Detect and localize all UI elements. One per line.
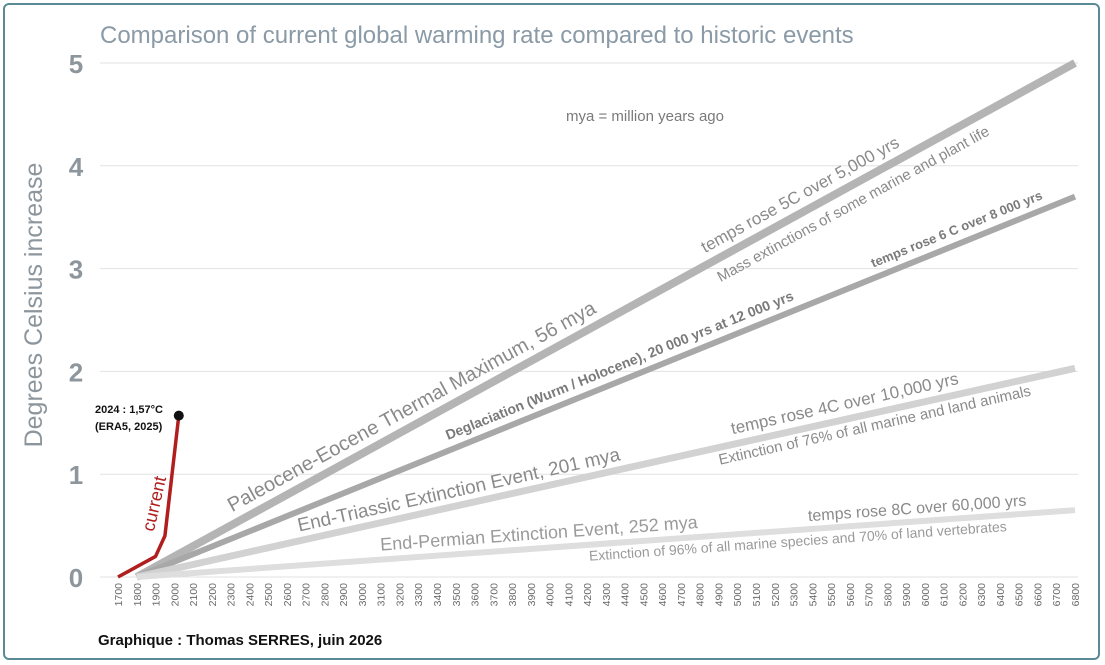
chart-title: Comparison of current global warming rat… xyxy=(100,22,854,49)
x-tick-label: 2900 xyxy=(338,583,350,607)
x-tick-label: 2200 xyxy=(207,583,219,607)
x-tick-label: 2100 xyxy=(188,583,200,607)
point-label: (ERA5, 2025) xyxy=(95,421,163,433)
y-tick-label: 5 xyxy=(69,49,83,79)
series-line xyxy=(135,193,1077,580)
x-tick-label: 3800 xyxy=(507,583,519,607)
x-tick-label: 4100 xyxy=(563,583,575,607)
current-series-line xyxy=(117,415,181,579)
x-tick-label: 4800 xyxy=(695,583,707,607)
x-tick-label: 6200 xyxy=(957,583,969,607)
x-tick-label: 4000 xyxy=(545,583,557,607)
x-tick-label: 5500 xyxy=(826,583,838,607)
y-tick-label: 0 xyxy=(69,563,83,593)
x-tick-label: 3400 xyxy=(432,583,444,607)
y-tick-label: 2 xyxy=(69,357,83,387)
x-tick-label: 2000 xyxy=(169,583,181,607)
series-label: temps rose 6 C over 8 000 yrs xyxy=(869,188,1045,271)
x-tick-label: 3600 xyxy=(470,583,482,607)
series-line xyxy=(136,507,1076,580)
x-tick-label: 5900 xyxy=(901,583,913,607)
x-tick-label: 5100 xyxy=(751,583,763,607)
x-tick-label: 2400 xyxy=(244,583,256,607)
x-tick-label: 1800 xyxy=(132,583,144,607)
chart-note: mya = million years ago xyxy=(566,108,724,125)
x-tick-label: 5600 xyxy=(845,583,857,607)
y-tick-label: 3 xyxy=(69,255,83,285)
x-tick-label: 3500 xyxy=(451,583,463,607)
chart-frame xyxy=(3,3,1100,660)
x-tick-label: 5300 xyxy=(789,583,801,607)
x-tick-label: 4400 xyxy=(620,583,632,607)
y-tick-label: 1 xyxy=(69,460,83,490)
x-tick-label: 3700 xyxy=(488,583,500,607)
x-tick-label: 5200 xyxy=(770,583,782,607)
series-label: Mass extinctions of some marine and plan… xyxy=(714,123,992,286)
y-axis-label: Degrees Celsius increase xyxy=(20,163,48,448)
x-tick-label: 4300 xyxy=(601,583,613,607)
x-tick-label: 4500 xyxy=(638,583,650,607)
x-tick-label: 4700 xyxy=(676,583,688,607)
x-tick-label: 4600 xyxy=(657,583,669,607)
x-tick-label: 6700 xyxy=(1051,583,1063,607)
x-tick-label: 5800 xyxy=(882,583,894,607)
x-tick-label: 6600 xyxy=(1032,583,1044,607)
x-tick-label: 6100 xyxy=(939,583,951,607)
x-tick-label: 6000 xyxy=(920,583,932,607)
x-tick-label: 2500 xyxy=(263,583,275,607)
x-tick-label: 2600 xyxy=(282,583,294,607)
x-tick-label: 5400 xyxy=(807,583,819,607)
x-tick-label: 2700 xyxy=(301,583,313,607)
x-tick-label: 6300 xyxy=(976,583,988,607)
x-tick-label: 1700 xyxy=(113,583,125,607)
x-tick-label: 4900 xyxy=(713,583,725,607)
y-tick-label: 4 xyxy=(69,152,84,182)
chart-credit: Graphique : Thomas SERRES, juin 2026 xyxy=(98,632,383,649)
x-tick-label: 3200 xyxy=(394,583,406,607)
current-endpoint-marker xyxy=(173,410,184,421)
x-tick-label: 4200 xyxy=(582,583,594,607)
series-line xyxy=(136,364,1076,581)
x-tick-label: 3300 xyxy=(413,583,425,607)
x-tick-label: 6500 xyxy=(1014,583,1026,607)
x-tick-label: 5000 xyxy=(732,583,744,607)
x-tick-label: 5700 xyxy=(864,583,876,607)
x-tick-label: 3000 xyxy=(357,583,369,607)
series-line xyxy=(134,59,1077,581)
x-tick-label: 2800 xyxy=(319,583,331,607)
x-tick-label: 6400 xyxy=(995,583,1007,607)
x-tick-label: 1900 xyxy=(151,583,163,607)
x-tick-label: 6800 xyxy=(1070,583,1082,607)
x-tick-label: 2300 xyxy=(226,583,238,607)
point-label: 2024 : 1,57°C xyxy=(95,404,163,416)
x-tick-label: 3900 xyxy=(526,583,538,607)
x-tick-label: 3100 xyxy=(376,583,388,607)
